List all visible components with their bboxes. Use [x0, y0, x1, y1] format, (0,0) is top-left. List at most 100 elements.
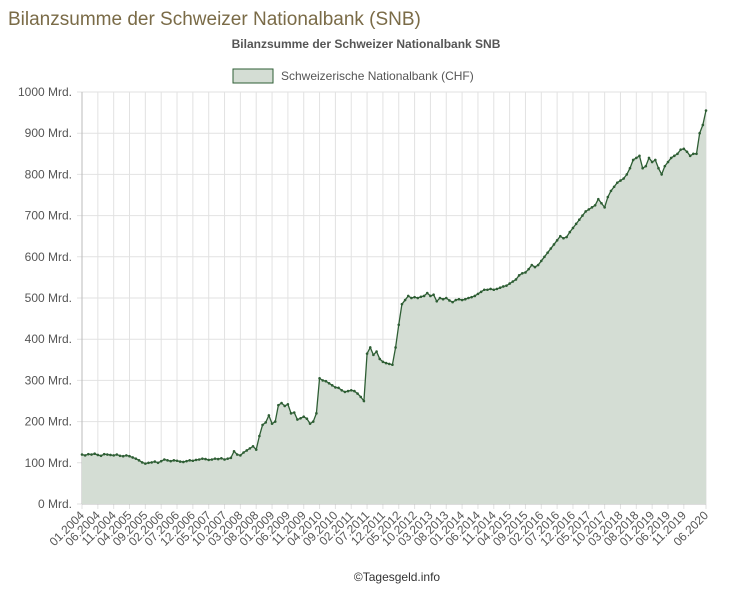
- point: [571, 226, 575, 230]
- point: [581, 214, 584, 217]
- y-tick-label: 100 Mrd.: [25, 456, 72, 470]
- point: [137, 459, 141, 462]
- point: [454, 298, 458, 302]
- point: [470, 295, 473, 299]
- point: [387, 362, 391, 366]
- point: [422, 294, 426, 298]
- point: [673, 154, 676, 158]
- point: [676, 152, 679, 156]
- point: [660, 173, 663, 176]
- point: [514, 278, 518, 281]
- point: [232, 449, 236, 453]
- point: [327, 381, 331, 385]
- point: [182, 460, 185, 464]
- point: [448, 299, 451, 302]
- point: [682, 147, 686, 151]
- point: [311, 420, 315, 423]
- point: [460, 298, 464, 302]
- point: [330, 384, 334, 387]
- y-tick-label: 0 Mrd.: [38, 497, 72, 511]
- point: [245, 449, 249, 452]
- point: [365, 352, 369, 355]
- point: [546, 251, 549, 254]
- y-tick-label: 500 Mrd.: [25, 291, 72, 305]
- point: [346, 389, 350, 393]
- point: [669, 156, 673, 160]
- point: [692, 152, 695, 156]
- point: [188, 459, 191, 462]
- point: [425, 291, 429, 295]
- point: [562, 236, 565, 240]
- point: [590, 206, 594, 209]
- point: [359, 395, 363, 399]
- point: [210, 458, 214, 461]
- y-tick-label: 600 Mrd.: [25, 250, 72, 264]
- point: [334, 386, 337, 389]
- point: [270, 422, 274, 425]
- point: [549, 247, 553, 250]
- point: [254, 448, 258, 451]
- point: [264, 421, 268, 424]
- point: [239, 454, 242, 457]
- point: [296, 418, 299, 421]
- point: [666, 160, 670, 164]
- point: [213, 457, 217, 460]
- point: [102, 452, 106, 456]
- point: [172, 459, 176, 462]
- point: [527, 267, 530, 271]
- point: [403, 298, 407, 302]
- point: [121, 454, 125, 458]
- point: [413, 295, 416, 299]
- point: [226, 457, 230, 460]
- point: [261, 423, 264, 427]
- point: [533, 265, 537, 269]
- point: [384, 361, 388, 365]
- point: [166, 459, 169, 462]
- point: [99, 454, 103, 458]
- point: [438, 296, 442, 300]
- point: [368, 346, 372, 349]
- point: [679, 148, 682, 151]
- point: [153, 460, 157, 463]
- point: [106, 453, 109, 456]
- point: [194, 458, 198, 462]
- point: [163, 458, 166, 461]
- point: [654, 158, 657, 162]
- point: [482, 288, 486, 292]
- point: [584, 210, 587, 213]
- point: [292, 411, 296, 414]
- point: [267, 414, 271, 417]
- y-tick-label: 1000 Mrd.: [18, 85, 72, 99]
- point: [321, 379, 325, 382]
- point: [574, 222, 578, 226]
- point: [444, 296, 448, 300]
- y-tick-label: 300 Mrd.: [25, 373, 72, 387]
- point: [641, 166, 644, 170]
- point: [476, 292, 480, 296]
- point: [115, 453, 119, 456]
- point: [372, 353, 375, 357]
- point: [248, 447, 252, 450]
- point: [397, 323, 401, 327]
- point: [606, 195, 610, 199]
- point: [242, 451, 245, 454]
- point: [489, 287, 492, 291]
- point: [337, 386, 340, 390]
- point: [289, 412, 293, 415]
- point: [685, 150, 689, 154]
- point: [593, 204, 597, 207]
- point: [467, 296, 470, 300]
- point: [695, 152, 698, 156]
- point: [201, 457, 204, 460]
- y-tick-label: 800 Mrd.: [25, 167, 72, 181]
- y-tick-label: 700 Mrd.: [25, 209, 72, 223]
- point: [216, 457, 220, 461]
- point: [156, 461, 160, 465]
- point: [451, 300, 454, 304]
- point: [109, 453, 112, 457]
- point: [87, 452, 90, 456]
- credit: ©Tagesgeld.info: [354, 570, 441, 584]
- point: [150, 461, 153, 464]
- point: [609, 189, 613, 193]
